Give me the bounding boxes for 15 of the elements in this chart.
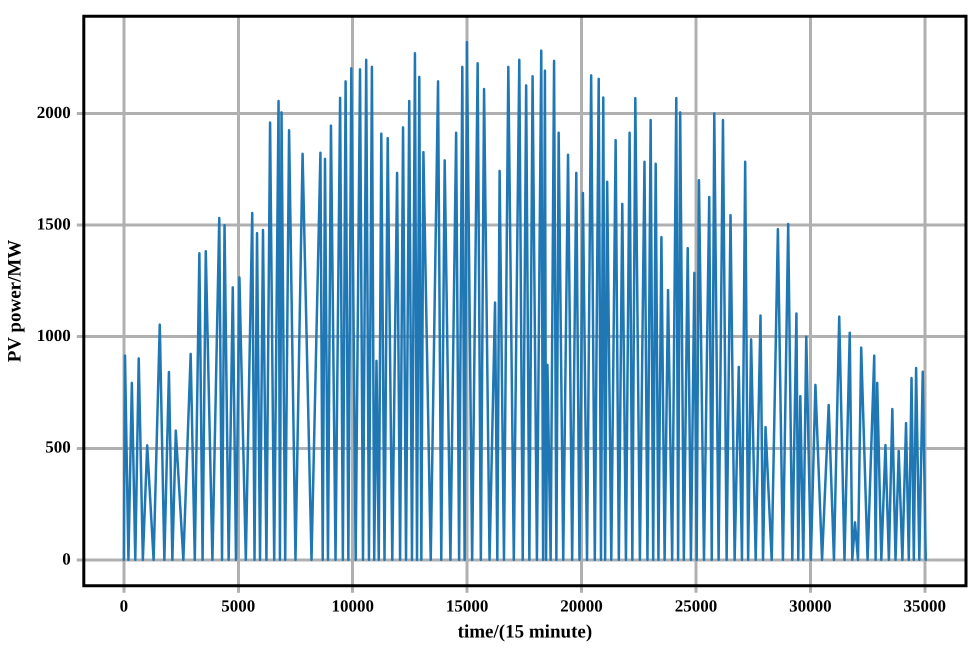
y-tick-label: 0 xyxy=(62,549,71,568)
y-axis-title: PV power/MW xyxy=(4,240,26,362)
x-tick-label: 20000 xyxy=(560,596,603,616)
x-tick-label: 35000 xyxy=(904,596,946,616)
x-tick-label: 5000 xyxy=(221,596,256,616)
y-tick-label: 1500 xyxy=(36,214,71,234)
y-tick-label: 1000 xyxy=(36,326,71,346)
x-tick-label: 30000 xyxy=(789,596,832,616)
x-tick-label: 15000 xyxy=(446,596,488,616)
x-axis-title: time/(15 minute) xyxy=(458,622,592,643)
y-tick-label: 2000 xyxy=(36,102,71,122)
x-tick-label: 0 xyxy=(120,596,128,616)
x-tick-label: 10000 xyxy=(331,596,374,616)
x-tick-label: 25000 xyxy=(674,596,718,616)
y-tick-label: 500 xyxy=(45,438,71,457)
